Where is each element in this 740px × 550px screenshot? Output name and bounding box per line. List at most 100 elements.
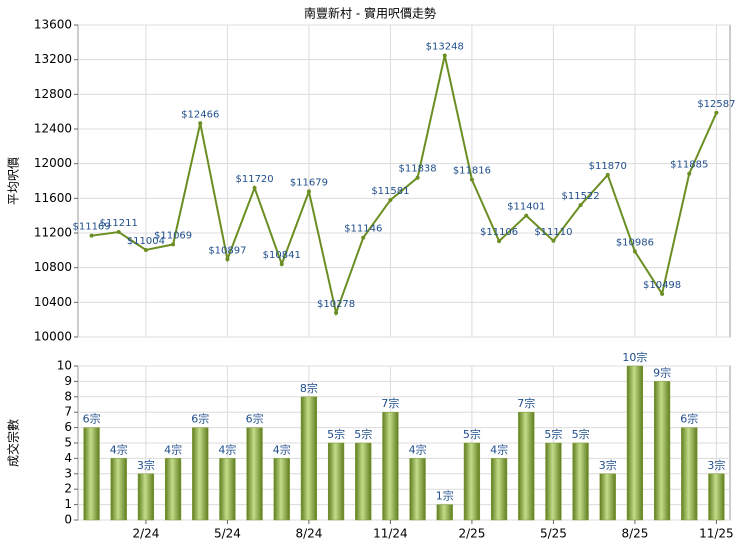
- point: [279, 262, 284, 267]
- y-tick-label: 12800: [34, 87, 72, 101]
- data-label: 10宗: [622, 350, 647, 364]
- data-label: $11211: [100, 218, 138, 229]
- bar: [681, 427, 698, 521]
- data-label: $11401: [507, 202, 545, 213]
- bar: [327, 442, 345, 521]
- y-axis-label: 平均呎價: [7, 157, 21, 205]
- data-label: $10278: [317, 299, 355, 310]
- y-tick-label: 13200: [34, 52, 72, 66]
- y-tick-label: 11200: [34, 226, 72, 240]
- y-tick-label: 9: [64, 374, 72, 388]
- point: [388, 197, 393, 202]
- y-tick-label: 7: [64, 405, 72, 419]
- data-label: 6宗: [680, 412, 698, 426]
- y-tick-label: 2: [64, 482, 72, 496]
- bar: [164, 458, 182, 521]
- point: [524, 213, 529, 218]
- bar: [463, 442, 481, 521]
- data-label: $13248: [426, 42, 464, 53]
- y-tick-label: 13600: [34, 18, 72, 32]
- x-tick-label: 11/25: [699, 527, 734, 541]
- y-tick-label: 10400: [34, 295, 72, 309]
- bar: [518, 411, 535, 521]
- data-label: 5宗: [354, 427, 372, 441]
- y-tick-label: 11600: [34, 191, 72, 205]
- data-label: $11146: [344, 224, 382, 235]
- data-label: 4宗: [273, 442, 291, 456]
- point: [632, 249, 637, 254]
- data-label: 3宗: [599, 458, 617, 472]
- point: [497, 239, 502, 244]
- point: [578, 203, 583, 208]
- data-label: 6宗: [191, 412, 209, 426]
- bar: [382, 411, 399, 521]
- bar: [110, 458, 127, 521]
- data-label: $11870: [589, 161, 627, 172]
- point: [415, 175, 420, 180]
- data-label: 7宗: [517, 396, 535, 410]
- bar: [545, 442, 562, 521]
- y-tick-label: 3: [64, 466, 72, 480]
- y-axis-label: 成交宗數: [6, 419, 21, 467]
- data-label: $11069: [154, 230, 192, 241]
- point: [225, 257, 230, 262]
- data-label: $11885: [670, 160, 708, 171]
- point: [334, 310, 339, 315]
- data-label: $11004: [127, 236, 165, 247]
- point: [442, 53, 447, 58]
- point: [306, 189, 311, 194]
- bar: [300, 396, 318, 521]
- point: [660, 291, 665, 296]
- point: [361, 235, 366, 240]
- bar: [708, 473, 725, 521]
- point: [469, 177, 474, 182]
- data-label: $11169: [72, 222, 110, 233]
- bar: [490, 458, 508, 521]
- y-tick-label: 0: [64, 513, 72, 527]
- data-label: 5宗: [572, 427, 590, 441]
- data-label: $10986: [616, 238, 654, 249]
- y-tick-label: 8: [64, 389, 72, 403]
- point: [252, 185, 257, 190]
- y-tick-label: 1: [64, 497, 72, 511]
- x-tick-label: 5/24: [214, 527, 241, 541]
- bar: [246, 427, 263, 521]
- data-label: $11522: [561, 191, 599, 202]
- point: [171, 242, 176, 247]
- data-label: $10841: [263, 250, 301, 261]
- bar: [599, 473, 616, 521]
- x-tick-label: 2/24: [132, 527, 159, 541]
- y-tick-label: 4: [64, 451, 72, 465]
- data-label: $10498: [643, 280, 681, 291]
- point: [116, 230, 121, 235]
- x-tick-label: 5/25: [540, 527, 567, 541]
- data-label: $11110: [534, 227, 572, 238]
- bar: [572, 442, 589, 521]
- data-label: $12466: [181, 109, 219, 120]
- data-label: 5宗: [327, 427, 345, 441]
- y-tick-label: 6: [64, 420, 72, 434]
- line: [91, 55, 718, 317]
- point: [89, 233, 94, 238]
- data-label: $11106: [480, 227, 518, 238]
- bar: [626, 365, 644, 521]
- x-tick-label: 2/25: [458, 527, 485, 541]
- bar: [137, 473, 155, 521]
- data-label: 4宗: [110, 442, 128, 456]
- data-label: 4宗: [164, 442, 182, 456]
- y-tick-label: 12000: [34, 156, 72, 170]
- y-tick-label: 12400: [34, 122, 72, 136]
- data-label: $10897: [208, 245, 246, 256]
- data-label: 5宗: [544, 427, 562, 441]
- point: [714, 110, 719, 115]
- bar: [273, 458, 290, 521]
- data-label: 4宗: [409, 442, 427, 456]
- point: [143, 247, 148, 252]
- bar: [653, 381, 671, 521]
- x-tick-label: 8/25: [621, 527, 648, 541]
- data-label: 5宗: [463, 427, 481, 441]
- data-label: $11720: [235, 174, 273, 185]
- plot-area: [77, 24, 731, 338]
- y-tick-label: 5: [64, 436, 72, 450]
